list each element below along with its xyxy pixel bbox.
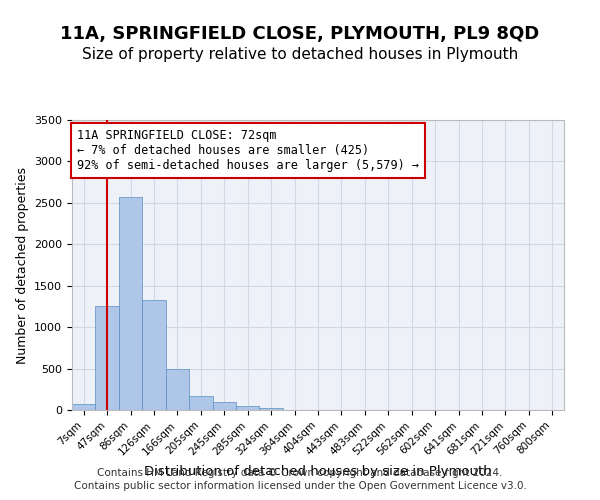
Bar bbox=[72, 404, 95, 410]
X-axis label: Distribution of detached houses by size in Plymouth: Distribution of detached houses by size … bbox=[144, 465, 492, 478]
Bar bbox=[95, 306, 119, 410]
Text: Contains public sector information licensed under the Open Government Licence v3: Contains public sector information licen… bbox=[74, 481, 526, 491]
Bar bbox=[259, 408, 283, 410]
Text: 11A SPRINGFIELD CLOSE: 72sqm
← 7% of detached houses are smaller (425)
92% of se: 11A SPRINGFIELD CLOSE: 72sqm ← 7% of det… bbox=[77, 128, 419, 172]
Bar bbox=[142, 300, 166, 410]
Text: Contains HM Land Registry data © Crown copyright and database right 2024.: Contains HM Land Registry data © Crown c… bbox=[97, 468, 503, 477]
Text: Size of property relative to detached houses in Plymouth: Size of property relative to detached ho… bbox=[82, 48, 518, 62]
Text: 11A, SPRINGFIELD CLOSE, PLYMOUTH, PL9 8QD: 11A, SPRINGFIELD CLOSE, PLYMOUTH, PL9 8Q… bbox=[61, 25, 539, 43]
Bar bbox=[119, 196, 142, 410]
Bar bbox=[189, 396, 212, 410]
Y-axis label: Number of detached properties: Number of detached properties bbox=[16, 166, 29, 364]
Bar bbox=[236, 406, 259, 410]
Bar bbox=[166, 368, 189, 410]
Bar bbox=[212, 402, 236, 410]
